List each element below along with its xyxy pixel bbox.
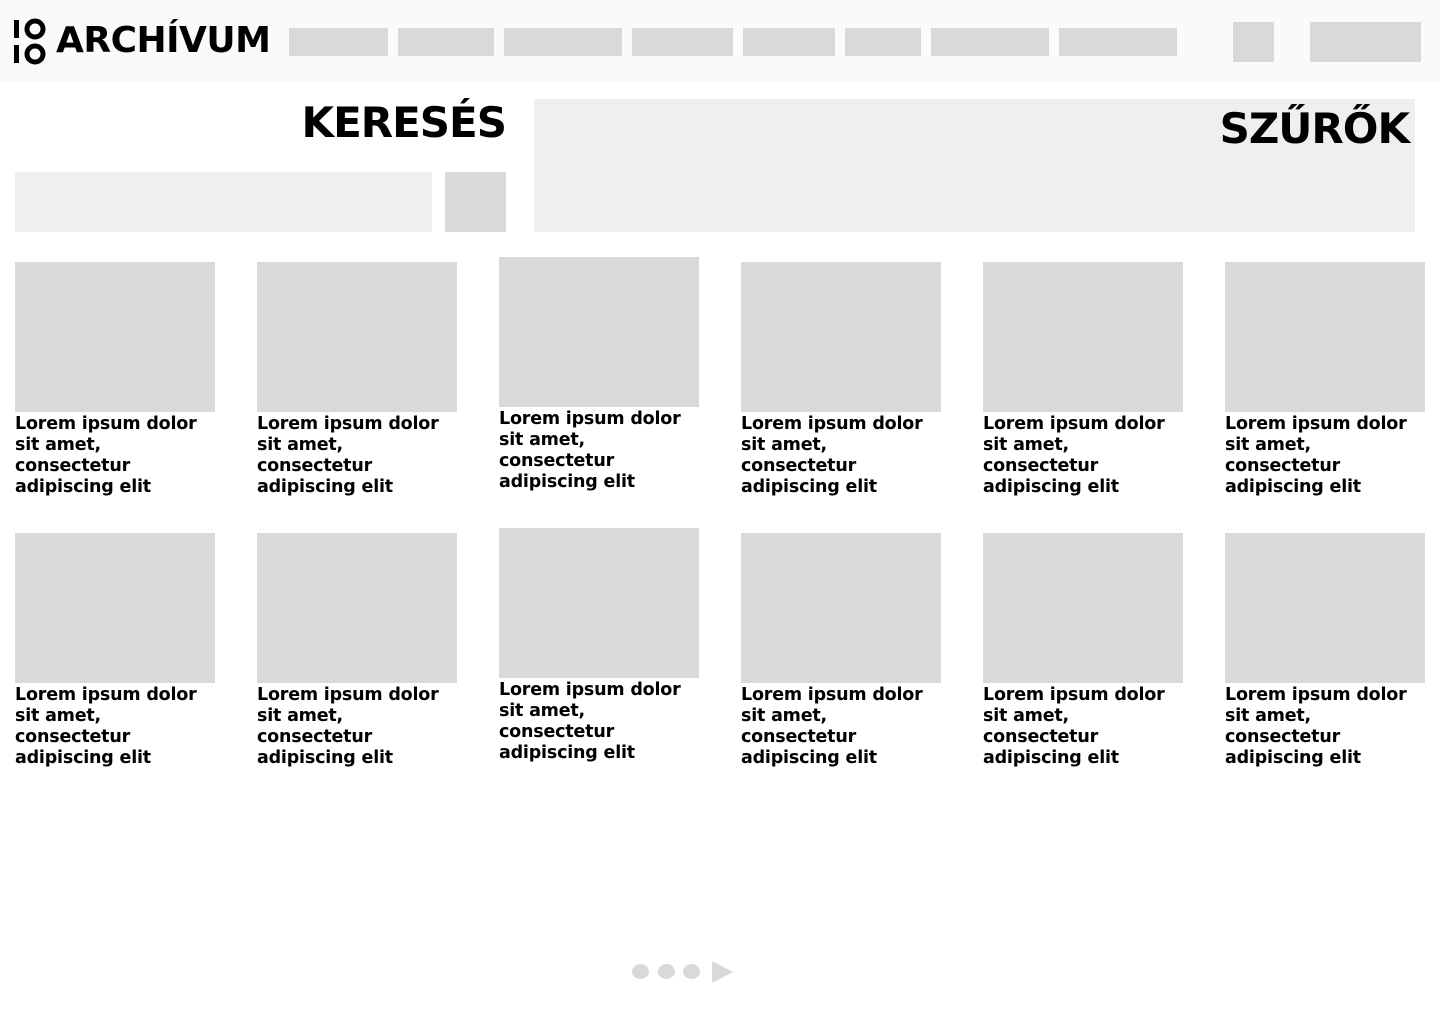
- card-image[interactable]: [15, 533, 215, 683]
- card-title[interactable]: Lorem ipsum dolor sit amet, consectetur …: [1225, 685, 1407, 768]
- card-title[interactable]: Lorem ipsum dolor sit amet, consectetur …: [983, 414, 1165, 497]
- page-dot-3[interactable]: [683, 964, 700, 979]
- card-image[interactable]: [741, 533, 941, 683]
- archive-card[interactable]: Lorem ipsum dolor sit amet, consectetur …: [499, 528, 699, 764]
- filters-title: SZŰRŐK: [1219, 104, 1410, 153]
- archive-card[interactable]: Lorem ipsum dolor sit amet, consectetur …: [257, 262, 457, 498]
- nav-item-2[interactable]: [398, 28, 494, 56]
- card-title[interactable]: Lorem ipsum dolor sit amet, consectetur …: [741, 414, 923, 497]
- nav-item-1[interactable]: [289, 28, 388, 56]
- filters-panel[interactable]: SZŰRŐK: [534, 99, 1415, 232]
- archive-card[interactable]: Lorem ipsum dolor sit amet, consectetur …: [15, 262, 215, 498]
- archive-card[interactable]: Lorem ipsum dolor sit amet, consectetur …: [741, 533, 941, 769]
- nav-item-5[interactable]: [743, 28, 835, 56]
- card-image[interactable]: [499, 257, 699, 407]
- search-button[interactable]: [445, 172, 506, 232]
- archive-card[interactable]: Lorem ipsum dolor sit amet, consectetur …: [1225, 262, 1425, 498]
- nav-item-3[interactable]: [504, 28, 622, 56]
- next-page-icon[interactable]: [712, 961, 733, 983]
- card-image[interactable]: [257, 262, 457, 412]
- card-image[interactable]: [15, 262, 215, 412]
- card-image[interactable]: [983, 262, 1183, 412]
- archive-card[interactable]: Lorem ipsum dolor sit amet, consectetur …: [983, 262, 1183, 498]
- search-title: KERESÉS: [301, 98, 507, 147]
- archive-card[interactable]: Lorem ipsum dolor sit amet, consectetur …: [741, 262, 941, 498]
- search-input[interactable]: [15, 172, 432, 232]
- card-title[interactable]: Lorem ipsum dolor sit amet, consectetur …: [499, 680, 681, 763]
- card-title[interactable]: Lorem ipsum dolor sit amet, consectetur …: [741, 685, 923, 768]
- card-title[interactable]: Lorem ipsum dolor sit amet, consectetur …: [499, 409, 681, 492]
- nav-item-8[interactable]: [1059, 28, 1177, 56]
- card-image[interactable]: [1225, 533, 1425, 683]
- card-title[interactable]: Lorem ipsum dolor sit amet, consectetur …: [1225, 414, 1407, 497]
- card-title[interactable]: Lorem ipsum dolor sit amet, consectetur …: [15, 414, 197, 497]
- card-title[interactable]: Lorem ipsum dolor sit amet, consectetur …: [257, 685, 439, 768]
- archive-card[interactable]: Lorem ipsum dolor sit amet, consectetur …: [1225, 533, 1425, 769]
- card-image[interactable]: [499, 528, 699, 678]
- pagination: [632, 960, 736, 984]
- nav-item-4[interactable]: [632, 28, 733, 56]
- top-header: ARCHÍVUM: [0, 0, 1440, 82]
- card-title[interactable]: Lorem ipsum dolor sit amet, consectetur …: [983, 685, 1165, 768]
- header-action-button[interactable]: [1310, 22, 1421, 62]
- page-dot-2[interactable]: [658, 964, 675, 979]
- page-dot-1[interactable]: [632, 964, 649, 979]
- archive-card[interactable]: Lorem ipsum dolor sit amet, consectetur …: [499, 257, 699, 493]
- nav-item-6[interactable]: [845, 28, 921, 56]
- nav-item-7[interactable]: [931, 28, 1049, 56]
- card-image[interactable]: [257, 533, 457, 683]
- archive-card[interactable]: Lorem ipsum dolor sit amet, consectetur …: [257, 533, 457, 769]
- card-image[interactable]: [1225, 262, 1425, 412]
- card-image[interactable]: [983, 533, 1183, 683]
- card-title[interactable]: Lorem ipsum dolor sit amet, consectetur …: [257, 414, 439, 497]
- logo-text[interactable]: ARCHÍVUM: [56, 20, 271, 61]
- logo-mark-icon[interactable]: [14, 18, 48, 66]
- card-image[interactable]: [741, 262, 941, 412]
- archive-card[interactable]: Lorem ipsum dolor sit amet, consectetur …: [15, 533, 215, 769]
- archive-card[interactable]: Lorem ipsum dolor sit amet, consectetur …: [983, 533, 1183, 769]
- header-icon-button[interactable]: [1233, 22, 1274, 62]
- card-title[interactable]: Lorem ipsum dolor sit amet, consectetur …: [15, 685, 197, 768]
